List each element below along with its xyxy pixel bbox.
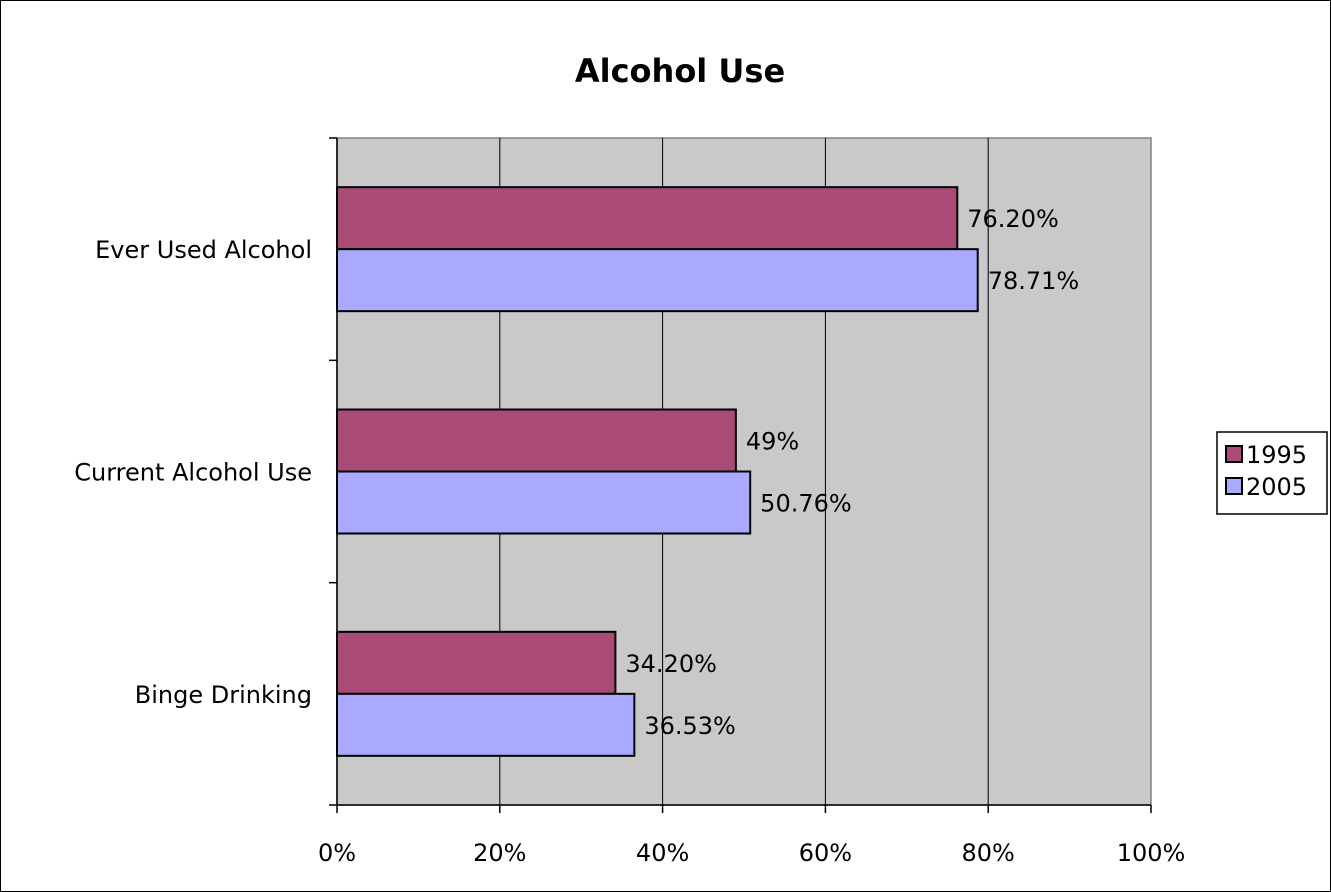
bar-1995-1: [336, 408, 737, 473]
data-label-2005-0: 78.71%: [988, 267, 1080, 295]
bar-2005-2: [336, 692, 636, 757]
data-label-1995-0: 76.20%: [967, 205, 1059, 233]
legend-swatch-1995: [1225, 445, 1243, 463]
category-label: Binge Drinking: [135, 681, 312, 709]
x-tick-label: 40%: [636, 839, 689, 867]
category-label: Current Alcohol Use: [74, 459, 312, 487]
bar-2005-0: [336, 248, 979, 313]
x-tick-label: 20%: [473, 839, 526, 867]
category-label: Ever Used Alcohol: [95, 236, 312, 264]
bar-1995-0: [336, 186, 959, 251]
legend: 1995 2005: [1216, 431, 1328, 515]
legend-swatch-2005: [1225, 477, 1243, 495]
data-label-2005-1: 50.76%: [760, 490, 852, 518]
legend-label-1995: 1995: [1246, 441, 1307, 469]
x-tick-label: 100%: [1117, 839, 1186, 867]
x-tick-label: 60%: [799, 839, 852, 867]
bar-2005-1: [336, 470, 752, 535]
plot-area: 76.20% 78.71% Ever Used Alcohol 49% 50.76% Cu…: [74, 137, 1186, 867]
x-tick-label: 80%: [962, 839, 1015, 867]
bar-1995-2: [336, 630, 617, 695]
data-label-1995-2: 34.20%: [625, 650, 717, 678]
data-label-2005-2: 36.53%: [644, 712, 736, 740]
chart-title: Alcohol Use: [575, 52, 785, 90]
legend-label-2005: 2005: [1246, 473, 1307, 501]
data-label-1995-1: 49%: [746, 428, 799, 456]
x-tick-label: 0%: [318, 839, 356, 867]
